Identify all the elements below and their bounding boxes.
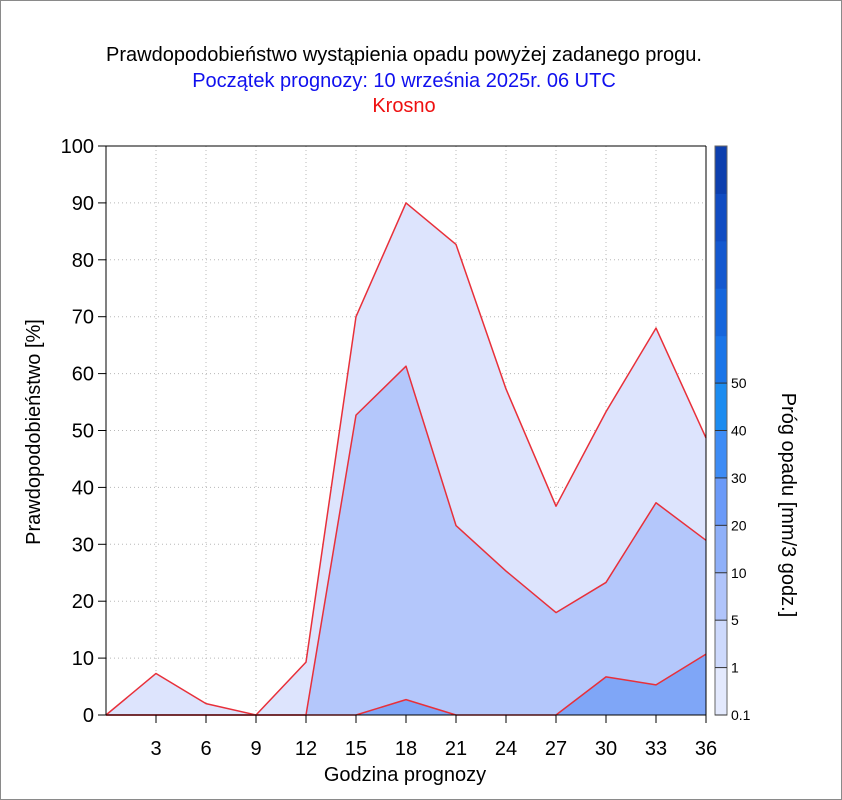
x-tick-label: 18 (395, 738, 417, 760)
area-series-5 (106, 654, 706, 715)
x-tick-label: 12 (295, 738, 317, 760)
colorbar-band (715, 620, 727, 669)
location-subtitle: Krosno (372, 95, 436, 117)
x-axis-ticks: 3 6 9 12 15 18 21 24 27 30 33 36 (150, 715, 717, 760)
colorbar-tick-label: 30 (731, 470, 747, 486)
colorbar-tick-label: 50 (731, 375, 747, 391)
x-axis-label: Godzina prognozy (324, 764, 486, 786)
colorbar-band (715, 572, 727, 621)
colorbar-band (715, 477, 727, 526)
colorbar-band (715, 193, 727, 242)
colorbar-label: Próg opadu [mm/3 godz.] (777, 393, 799, 618)
colorbar-tick-label: 1 (731, 660, 739, 676)
x-tick-label: 27 (545, 738, 567, 760)
colorbar-band (715, 525, 727, 574)
area-series-1 (106, 366, 706, 715)
colorbar-band (715, 430, 727, 479)
y-tick-label: 100 (61, 136, 94, 158)
x-tick-label: 3 (150, 738, 161, 760)
x-tick-label: 30 (595, 738, 617, 760)
colorbar-tick-label: 20 (731, 517, 747, 533)
y-axis-ticks: 0 10 20 30 40 50 60 70 80 90 100 (61, 136, 106, 727)
line-series-0.1 (105, 202, 707, 716)
colorbar-band (715, 146, 727, 194)
y-tick-label: 60 (72, 364, 94, 386)
y-tick-label: 10 (72, 648, 94, 670)
colorbar-ticks: 0.1 1 5 10 20 30 40 50 (715, 375, 751, 723)
chart-title: Prawdopodobieństwo wystąpienia opadu pow… (106, 44, 702, 66)
y-tick-label: 30 (72, 534, 94, 556)
x-tick-label: 9 (250, 738, 261, 760)
forecast-start-subtitle: Początek prognozy: 10 września 2025r. 06… (192, 70, 616, 92)
y-tick-label: 50 (72, 421, 94, 443)
colorbar-tick-label: 40 (731, 423, 747, 439)
x-tick-label: 21 (445, 738, 467, 760)
y-tick-label: 70 (72, 307, 94, 329)
colorbar-tick-label: 0.1 (731, 707, 751, 723)
colorbar-band (715, 288, 727, 337)
y-tick-label: 40 (72, 477, 94, 499)
y-tick-label: 20 (72, 591, 94, 613)
y-tick-label: 80 (72, 250, 94, 272)
colorbar-tick-label: 10 (731, 565, 747, 581)
y-tick-label: 0 (83, 705, 94, 727)
x-tick-label: 36 (695, 738, 717, 760)
x-tick-label: 24 (495, 738, 517, 760)
x-tick-label: 6 (200, 738, 211, 760)
y-tick-label: 90 (72, 193, 94, 215)
colorbar-band (715, 240, 727, 289)
colorbar-band (715, 383, 727, 431)
colorbar-band (715, 667, 727, 716)
x-tick-label: 15 (345, 738, 367, 760)
colorbar-tick-label: 5 (731, 612, 739, 628)
x-tick-label: 33 (645, 738, 667, 760)
colorbar-band (715, 335, 727, 384)
y-axis-label: Prawdopodobieństwo [%] (23, 319, 45, 545)
